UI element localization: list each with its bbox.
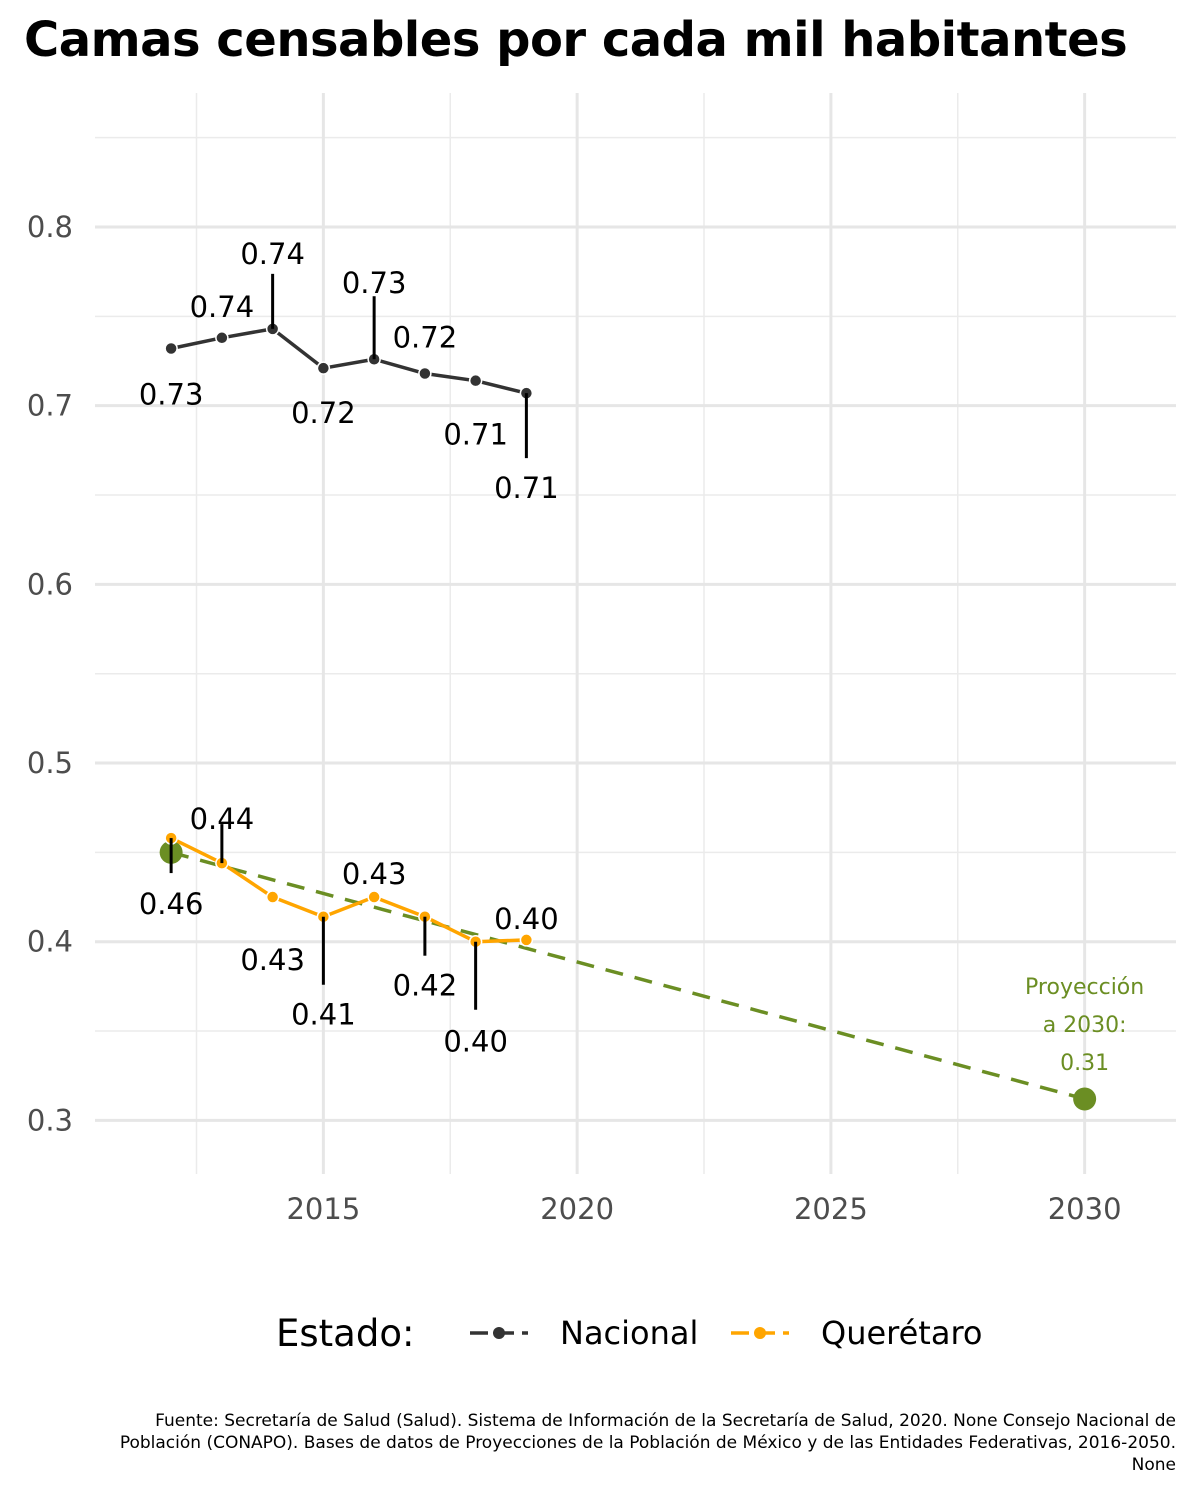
chart-title: Camas censables por cada mil habitantes (24, 12, 1128, 68)
projection-label: 0.31 (1060, 1051, 1109, 1076)
legend-title: Estado: (276, 1312, 414, 1355)
data-point (164, 341, 178, 356)
series-line (170, 327, 527, 395)
grid (95, 93, 1176, 1174)
y-tick-label: 0.7 (27, 389, 73, 423)
y-tick-label: 0.3 (27, 1103, 73, 1137)
data-label: 0.43 (240, 943, 305, 977)
data-label: 0.72 (291, 396, 356, 430)
data-label: 0.74 (240, 237, 305, 271)
caption-line: Fuente: Secretaría de Salud (Salud). Sis… (155, 1411, 1176, 1431)
data-point (519, 933, 534, 947)
data-labels: 0.73 0.74 0.74 0.72 0.73 0.72 0.71 0.71 0.46 0.44… (139, 237, 559, 1059)
data-point (418, 366, 432, 381)
data-point (265, 890, 280, 904)
legend-label: Querétaro (821, 1314, 982, 1352)
y-tick-label: 0.6 (27, 567, 73, 601)
data-point (367, 890, 381, 904)
caption-line: Población (CONAPO). Bases de datos de Pr… (119, 1433, 1176, 1453)
legend-key-point (754, 1327, 766, 1339)
x-tick-label: 2015 (286, 1192, 360, 1226)
data-point (215, 331, 229, 345)
data-point (468, 373, 483, 388)
data-label: 0.46 (139, 887, 204, 921)
legend-label: Nacional (560, 1314, 698, 1352)
series-line (170, 836, 527, 944)
data-label: 0.42 (393, 969, 458, 1003)
x-tick-label: 2020 (540, 1192, 614, 1226)
data-label: 0.40 (494, 902, 559, 936)
data-label: 0.71 (494, 471, 559, 505)
data-label: 0.72 (393, 321, 458, 355)
data-label: 0.73 (139, 378, 204, 412)
legend-key-point (493, 1327, 505, 1339)
x-tick-label: 2025 (794, 1192, 868, 1226)
axis-labels: 2015 2020 2025 2030 0.3 0.4 0.5 0.6 0.7 0.8 (27, 210, 1122, 1226)
caption-line: None (1131, 1455, 1176, 1475)
projection-point (1073, 1087, 1097, 1111)
legend: Estado: Nacional Querétaro (276, 1312, 982, 1355)
y-tick-label: 0.8 (27, 210, 73, 244)
data-point (316, 361, 331, 375)
data-label: 0.43 (342, 857, 407, 891)
data-label: 0.73 (342, 266, 407, 300)
data-label: 0.74 (190, 290, 255, 324)
x-tick-label: 2030 (1048, 1192, 1122, 1226)
y-tick-label: 0.5 (27, 746, 73, 780)
y-tick-label: 0.4 (27, 925, 73, 959)
data-label: 0.40 (443, 1025, 508, 1059)
data-label: 0.41 (291, 998, 356, 1032)
source-caption: Fuente: Secretaría de Salud (Salud). Sis… (16, 1410, 1176, 1476)
projection-layer: Proyección a 2030: 0.31 (159, 840, 1144, 1111)
projection-label: a 2030: (1043, 1013, 1127, 1038)
line-chart: 2015 2020 2025 2030 0.3 0.4 0.5 0.6 0.7 0.8 Proye… (27, 93, 1176, 1355)
projection-line (170, 850, 1086, 1101)
projection-label: Proyección (1025, 975, 1144, 1000)
data-label: 0.71 (443, 418, 508, 452)
data-label: 0.44 (190, 802, 255, 836)
